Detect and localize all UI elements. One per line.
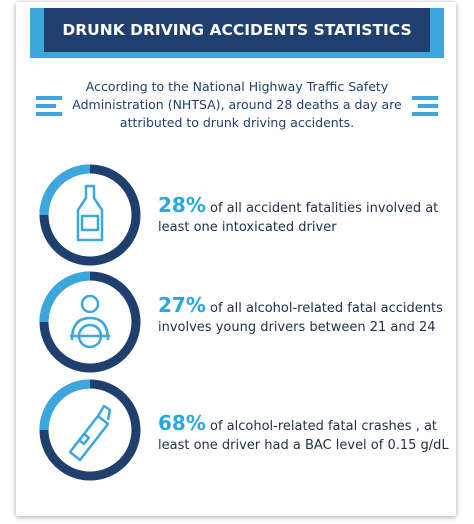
stat-text: of all accident fatalities involved at l… xyxy=(158,201,439,235)
stat-percent: 28% xyxy=(158,193,206,217)
stat: 27% of all alcohol-related fatal acciden… xyxy=(158,293,450,337)
stat-percent: 27% xyxy=(158,293,206,317)
stat: 68% of alcohol-related fatal crashes , a… xyxy=(158,411,450,455)
icons xyxy=(68,184,112,462)
stat-text: of all alcohol-related fatal accidents i… xyxy=(158,301,443,335)
side-lines xyxy=(36,96,438,116)
icon-rings xyxy=(39,164,141,481)
intro-text: According to the National Highway Traffi… xyxy=(72,79,402,130)
stat-percent: 68% xyxy=(158,411,206,435)
title: DRUNK DRIVING ACCIDENTS STATISTICS xyxy=(44,8,430,52)
stat: 28% of all accident fatalities involved … xyxy=(158,193,450,237)
stat-text: of alcohol-related fatal crashes , at le… xyxy=(158,419,449,453)
